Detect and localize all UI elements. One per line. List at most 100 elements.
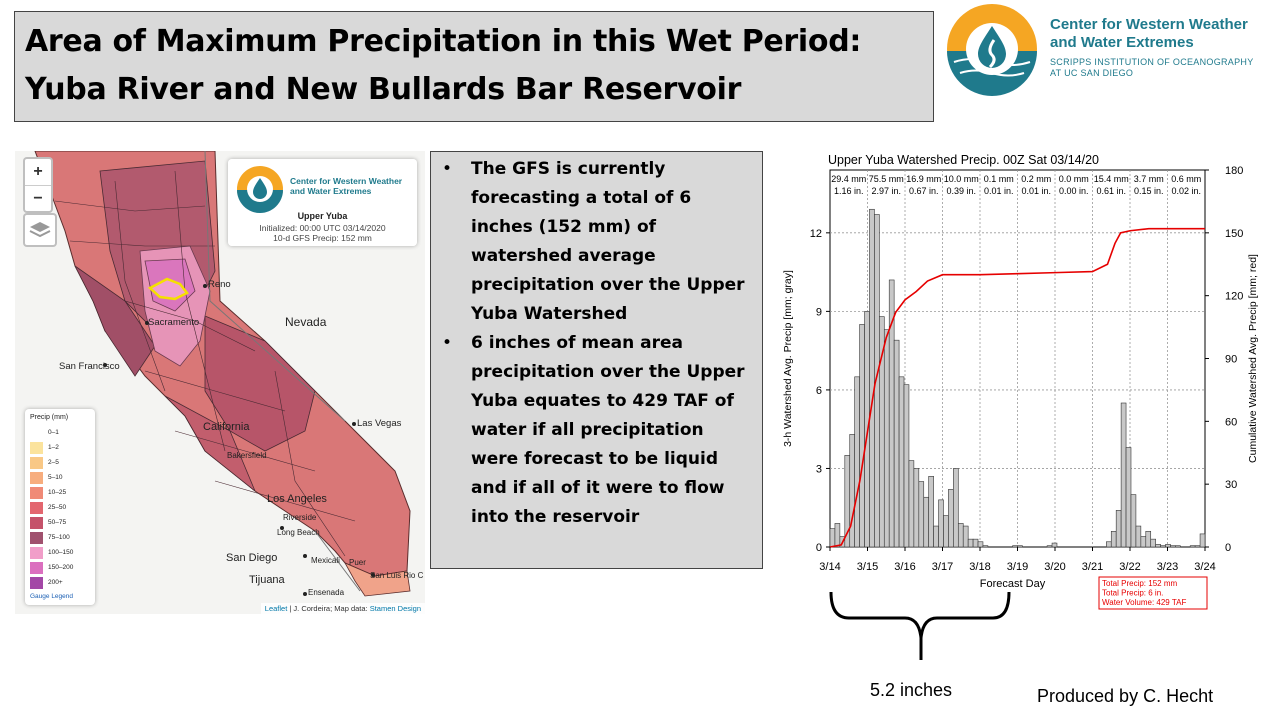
precip-bar [972, 538, 979, 548]
precip-bar [962, 525, 969, 548]
y-left-axis-label: 3-h Watershed Avg. Precip [mm; gray] [782, 270, 794, 447]
california-basins-map[interactable] [15, 151, 425, 614]
precip-bar [1012, 545, 1018, 548]
zoom-in-button[interactable]: + [33, 163, 43, 180]
precip-bar [957, 523, 964, 548]
y-right-tick-label: 150 [1225, 228, 1243, 240]
precip-bar [864, 311, 870, 548]
map-label-san-luis: San Luis Rio C [370, 571, 424, 580]
precip-bar [918, 481, 925, 548]
gauge-legend-link[interactable]: Gauge Legend [30, 593, 74, 600]
precip-legend: Precip (mm) 0–1 1–2 2–5 5–10 10–25 25–50 50–75… [25, 409, 95, 605]
y-left-tick-label: 0 [816, 542, 822, 554]
x-tick-label: 3/23 [1157, 561, 1178, 573]
map-label-sacramento: Sacramento [148, 317, 200, 328]
legend-label: 75–100 [48, 534, 70, 541]
info-initialized: Initialized: 00:00 UTC 03/14/2020 [259, 223, 386, 233]
legend-swatch [30, 487, 43, 499]
daily-total-in: 2.97 in. [871, 186, 901, 196]
map-label-california: California [203, 421, 250, 433]
precip-chart-svg: Upper Yuba Watershed Precip. 00Z Sat 03/… [782, 153, 1259, 610]
daily-total-in: 0.01 in. [1021, 186, 1051, 196]
zoom-out-button[interactable]: − [25, 185, 51, 212]
precip-bar [1130, 494, 1137, 548]
daily-total-mm: 16.9 mm [906, 174, 941, 184]
map-label-tijuana: Tijuana [249, 574, 285, 586]
daily-total-mm: 15.4 mm [1094, 174, 1129, 184]
stamen-link[interactable]: Stamen Design [369, 604, 421, 613]
daily-total-mm: 0.0 mm [1059, 174, 1089, 184]
daily-total-mm: 29.4 mm [831, 174, 866, 184]
legend-label: 2–5 [48, 459, 59, 466]
precip-chart: Upper Yuba Watershed Precip. 00Z Sat 03/… [775, 150, 1275, 615]
map-label-los-angeles: Los Angeles [267, 493, 327, 505]
legend-item: 50–75 [30, 517, 92, 530]
precip-bar [1125, 447, 1132, 548]
map-label-mexicali: Mexicali [311, 556, 340, 565]
map-label-las-vegas: Las Vegas [357, 418, 402, 429]
x-tick-label: 3/22 [1119, 561, 1140, 573]
summary-line: Total Precip: 152 mm [1102, 579, 1177, 588]
map-label-reno: Reno [208, 279, 231, 290]
logo-name: Center for Western Weather and Water Ext… [1050, 16, 1248, 51]
precip-bar [967, 538, 974, 548]
info-precip-total: 10-d GFS Precip: 152 mm [273, 233, 372, 243]
precip-bar [1120, 402, 1127, 548]
daily-total-in: 0.00 in. [1059, 186, 1089, 196]
precip-map[interactable]: Reno Sacramento Nevada San Francisco Las… [15, 151, 425, 614]
info-basin-title: Upper Yuba [297, 211, 348, 221]
legend-swatch [30, 472, 43, 484]
precip-bar [1194, 545, 1201, 548]
map-label-ensenada: Ensenada [308, 588, 345, 597]
y-left-tick-label: 12 [810, 228, 822, 240]
precip-bar [1110, 530, 1117, 548]
daily-total-in: 0.01 in. [984, 186, 1014, 196]
x-tick-label: 3/19 [1007, 561, 1028, 573]
x-tick-label: 3/24 [1194, 561, 1215, 573]
summary-line: Total Precip: 6 in. [1102, 589, 1163, 598]
precip-bar [854, 376, 860, 548]
y-right-tick-label: 0 [1225, 542, 1231, 554]
title-box: Area of Maximum Precipitation in this We… [14, 11, 934, 122]
daily-total-mm: 0.2 mm [1021, 174, 1051, 184]
layers-button[interactable] [23, 213, 57, 247]
precip-bar [953, 468, 959, 548]
legend-item: 0–1 [30, 427, 92, 440]
precip-bar [1160, 545, 1166, 548]
daily-total-mm: 3.7 mm [1134, 174, 1164, 184]
water-drop-logo-icon [237, 166, 283, 213]
legend-label: 10–25 [48, 489, 67, 496]
map-label-riverside: Riverside [283, 513, 317, 522]
zoom-control: + − [23, 157, 53, 213]
legend-item: 10–25 [30, 487, 92, 500]
water-drop-logo-icon [947, 4, 1037, 96]
legend-item: 100–150 [30, 547, 92, 560]
map-label-bakersfield: Bakersfield [227, 451, 267, 460]
precip-bar [1175, 545, 1181, 548]
precip-bar [893, 339, 900, 548]
precip-bar [1145, 530, 1152, 548]
legend-label: 100–150 [48, 549, 74, 556]
bullet-taf-volume: 6 inches of mean area precipitation over… [442, 329, 752, 532]
chart-title: Upper Yuba Watershed Precip. 00Z Sat 03/… [828, 153, 1099, 167]
precip-bar [1115, 510, 1122, 548]
map-label-san-francisco: San Francisco [59, 361, 120, 372]
leaflet-link[interactable]: Leaflet [264, 604, 288, 613]
legend-swatch [30, 547, 43, 559]
x-tick-label: 3/21 [1082, 561, 1103, 573]
legend-label: 50–75 [48, 519, 67, 526]
legend-item: 5–10 [30, 472, 92, 485]
legend-swatch [30, 502, 43, 514]
y-left-tick-label: 3 [816, 463, 822, 475]
precip-bar [903, 384, 910, 548]
y-left-tick-label: 9 [816, 306, 822, 318]
precip-bar [933, 525, 939, 548]
x-tick-label: 3/17 [932, 561, 953, 573]
attribution-text: | J. Cordeira; Map data: [287, 604, 370, 613]
precip-bar [1135, 525, 1142, 548]
x-tick-label: 3/14 [819, 561, 840, 573]
daily-total-in: 0.67 in. [909, 186, 939, 196]
legend-label: 5–10 [48, 474, 63, 481]
y-right-tick-label: 180 [1225, 165, 1243, 177]
y-right-tick-label: 120 [1225, 291, 1243, 303]
